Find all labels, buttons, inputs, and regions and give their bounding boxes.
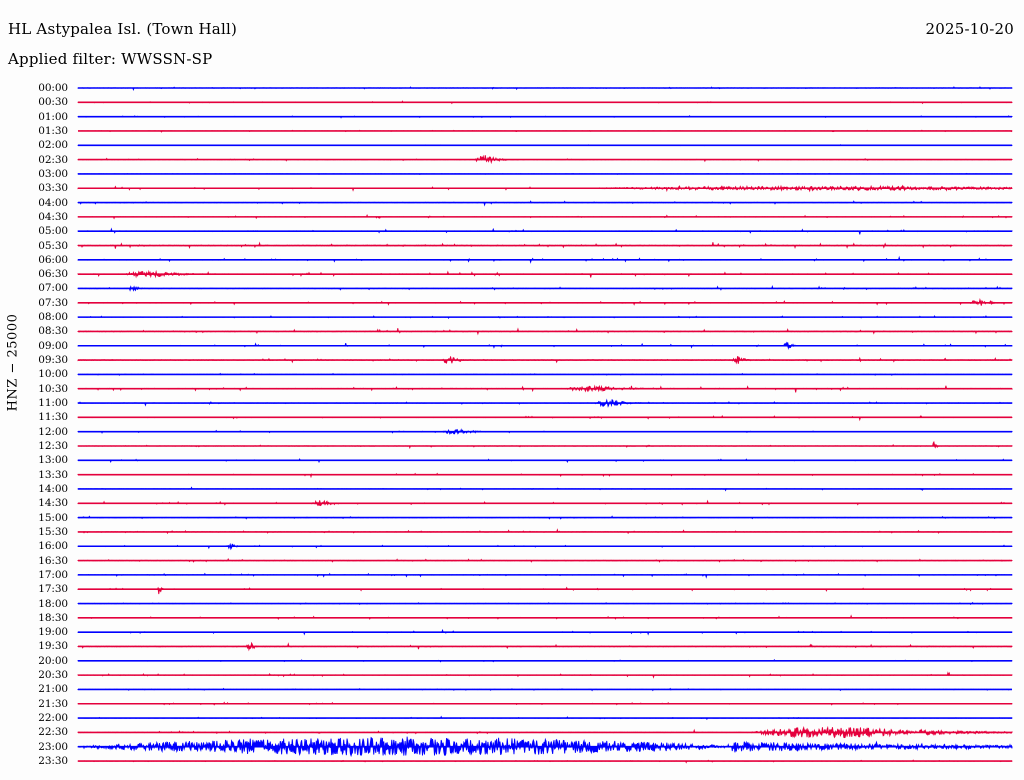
page-title: HL Astypalea Isl. (Town Hall) bbox=[8, 20, 237, 38]
time-label: 08:30 bbox=[38, 325, 68, 338]
time-label: 07:00 bbox=[38, 282, 68, 295]
time-label: 05:00 bbox=[38, 225, 68, 238]
time-label: 03:30 bbox=[38, 182, 68, 195]
time-label: 01:00 bbox=[38, 110, 68, 123]
time-label: 20:00 bbox=[38, 654, 68, 667]
time-label: 23:00 bbox=[38, 740, 68, 753]
time-label: 07:30 bbox=[38, 296, 68, 309]
time-label: 19:30 bbox=[38, 640, 68, 653]
time-label: 16:30 bbox=[38, 554, 68, 567]
time-label: 00:00 bbox=[38, 82, 68, 94]
trace-canvas bbox=[77, 86, 1013, 764]
time-label: 02:00 bbox=[38, 139, 68, 152]
time-label: 10:00 bbox=[38, 368, 68, 381]
time-label: 23:30 bbox=[38, 755, 68, 768]
time-label: 22:00 bbox=[38, 712, 68, 725]
time-label: 10:30 bbox=[38, 382, 68, 395]
time-label: 06:00 bbox=[38, 253, 68, 266]
time-label: 08:00 bbox=[38, 311, 68, 324]
time-label: 13:00 bbox=[38, 454, 68, 467]
time-label: 01:30 bbox=[38, 124, 68, 137]
time-label: 17:30 bbox=[38, 583, 68, 596]
time-label: 13:30 bbox=[38, 468, 68, 481]
helicorder-plot: 00:00 00:30 01:00 01:30 02:00 02:30 03:00 03:30… bbox=[0, 78, 1024, 778]
trace-row bbox=[77, 440, 1013, 450]
time-label: 11:00 bbox=[38, 397, 68, 410]
time-label: 22:30 bbox=[38, 726, 68, 739]
time-label: 06:30 bbox=[38, 268, 68, 281]
time-label: 20:30 bbox=[38, 669, 68, 682]
time-label: 04:00 bbox=[38, 196, 68, 209]
time-label: 14:30 bbox=[38, 497, 68, 510]
record-date: 2025-10-20 bbox=[925, 20, 1014, 38]
time-label: 00:30 bbox=[38, 96, 68, 109]
time-label: 18:00 bbox=[38, 597, 68, 610]
time-label: 15:30 bbox=[38, 525, 68, 538]
time-label: 03:00 bbox=[38, 167, 68, 180]
time-label: 09:30 bbox=[38, 354, 68, 367]
time-label: 15:00 bbox=[38, 511, 68, 524]
time-label: 09:00 bbox=[38, 339, 68, 352]
seismic-traces bbox=[0, 78, 1024, 778]
applied-filter-label: Applied filter: WWSSN-SP bbox=[8, 50, 213, 68]
time-label: 12:30 bbox=[38, 440, 68, 452]
time-label: 14:00 bbox=[38, 482, 68, 495]
time-axis: 00:00 00:30 01:00 01:30 02:00 02:30 03:00 03:30… bbox=[0, 78, 74, 778]
time-label: 21:00 bbox=[38, 683, 68, 696]
time-label: 05:30 bbox=[38, 239, 68, 252]
time-label: 19:00 bbox=[38, 626, 68, 639]
time-label: 04:30 bbox=[38, 210, 68, 223]
time-label: 02:30 bbox=[38, 153, 68, 166]
time-label: 21:30 bbox=[38, 697, 68, 710]
time-label: 18:30 bbox=[38, 611, 68, 624]
time-label: 12:00 bbox=[38, 425, 68, 438]
time-label: 17:00 bbox=[38, 568, 68, 581]
time-label: 16:00 bbox=[38, 540, 68, 553]
time-label: 11:30 bbox=[38, 411, 68, 424]
